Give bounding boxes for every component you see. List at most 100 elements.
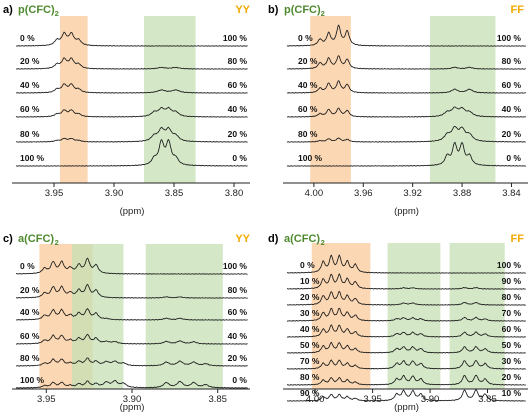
left-label: 60 % [298,104,318,114]
spectrum-trace-2 [286,290,526,306]
left-label: 10 % [300,276,320,286]
right-label: 70 % [502,308,522,318]
x-tick-label: 3.90 [123,394,142,405]
x-tick-label: 3.92 [403,188,422,199]
right-label: 80 % [228,56,248,66]
panel-tag: YY [235,233,250,245]
x-axis-label: (ppm) [394,206,419,217]
right-label: 20 % [228,353,248,363]
highlight-region-1 [72,244,124,389]
x-tick-label: 3.88 [453,188,472,199]
highlight-region-0 [60,16,88,183]
panel-b: 0 %20 %40 %60 %80 %100 %100 %80 %60 %40 … [268,4,528,217]
x-tick-label: 3.85 [165,188,184,199]
x-tick-label: 3.90 [421,394,440,405]
left-label: 20 % [20,56,40,66]
left-label: 40 % [20,307,40,317]
right-label: 80 % [228,285,248,295]
panel-title-subscript: 2 [321,238,325,247]
right-label: 0 % [232,375,247,385]
right-label: 60 % [502,80,522,90]
x-tick-label: 3.90 [105,188,124,199]
left-label: 0 % [300,260,315,270]
spectrum-trace-2 [15,83,248,94]
right-label: 80 % [502,292,522,302]
left-label: 40 % [20,80,40,90]
highlight-region-1 [387,243,441,389]
right-label: 50 % [502,340,522,350]
right-label: 20 % [502,129,522,139]
x-tick-label: 3.85 [208,394,227,405]
spectrum-trace-2 [15,307,248,321]
right-label: 60 % [228,307,248,317]
x-tick-label: 3.95 [45,188,64,199]
left-label: 0 % [20,261,35,271]
spectrum-trace-1 [16,283,248,299]
right-label: 90 % [502,276,522,286]
right-label: 20 % [228,129,248,139]
panel-title-subscript: 2 [55,9,59,18]
spectrum-trace-0 [286,24,527,47]
highlight-region-2 [449,243,505,389]
right-label: 40 % [228,104,248,114]
right-label: 30 % [502,356,522,366]
left-label: 80 % [20,129,40,139]
left-label: 100 % [20,153,45,163]
x-axis-label: (ppm) [120,402,145,412]
panel-c: 0 %20 %40 %60 %80 %100 %100 %80 %60 %40 … [3,233,251,412]
spectrum-trace-1 [286,273,526,290]
right-label: 60 % [228,80,248,90]
x-tick-label: 3.95 [363,394,382,405]
spectrum-trace-4 [15,126,248,143]
x-tick-label: 3.95 [37,394,56,405]
x-tick-label: 4.00 [305,188,324,199]
panel-title-subscript: 2 [55,238,59,247]
panel-title: p(CFC) [284,4,321,16]
left-label: 40 % [298,80,318,90]
spectrum-trace-1 [286,55,526,70]
panel-title: p(CFC) [18,4,55,16]
right-label: 100 % [223,261,248,271]
left-label: 40 % [300,324,320,334]
panel-title-subscript: 2 [321,9,325,18]
x-tick-label: 4.00 [306,394,325,405]
x-axis-label: (ppm) [120,206,145,217]
highlight-region-2 [145,244,223,389]
panel-letter: b) [268,4,279,16]
left-label: 0 % [20,33,35,43]
right-label: 100 % [497,33,522,43]
x-tick-label: 3.84 [502,188,521,199]
spectrum-trace-0 [15,257,248,275]
panel-tag: FF [511,4,525,16]
spectrum-trace-4 [286,125,526,143]
spectrum-trace-0 [286,254,526,274]
spectrum-trace-5 [286,341,526,354]
left-label: 20 % [300,292,320,302]
left-label: 60 % [20,331,40,341]
highlight-region-1 [144,16,196,183]
spectrum-trace-3 [287,106,527,118]
panel-tag: FF [511,233,525,245]
left-label: 100 % [298,153,323,163]
spectrum-trace-0 [15,31,248,47]
spectrum-trace-4 [286,324,526,338]
spectrum-trace-2 [286,80,527,94]
x-axis-label: (ppm) [394,402,419,412]
left-label: 0 % [298,33,313,43]
x-tick-label: 3.85 [478,394,497,405]
highlight-region-1 [429,16,496,183]
spectrum-trace-3 [15,106,248,118]
right-label: 40 % [228,331,248,341]
right-label: 0 % [506,153,521,163]
spectrum-trace-4 [16,357,248,367]
left-label: 20 % [20,285,40,295]
spectrum-trace-7 [287,374,526,386]
spectrum-trace-5 [15,380,248,389]
panel-tag: YY [235,4,250,16]
spectrum-trace-8 [286,389,526,402]
panel-d: 0 % 10 % 20 % 30 % 40 % 50 % 70 % 80 % 90 % 100 %… [268,233,528,412]
x-tick-label: 3.80 [225,188,244,199]
spectrum-trace-3 [15,333,248,345]
right-label: 10 % [502,388,522,398]
